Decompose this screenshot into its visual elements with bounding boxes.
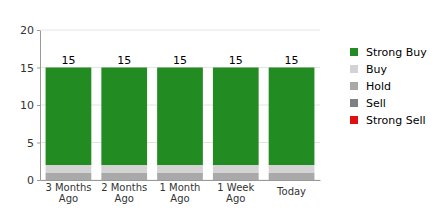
bar-segment: [101, 68, 147, 166]
total-label: 15: [173, 54, 187, 67]
x-tick-label: 1 WeekAgo: [217, 182, 254, 204]
bar-segment: [269, 173, 315, 181]
x-tick: 3 MonthsAgo: [45, 182, 91, 204]
bar-segment: [269, 68, 315, 166]
bar-segment: [101, 173, 147, 181]
bar-segment: [157, 165, 203, 173]
legend-item: Strong Buy: [350, 46, 427, 59]
y-tick-mark: [37, 68, 40, 69]
bar-segment: [157, 68, 203, 166]
x-tick-label: 1 MonthAgo: [160, 182, 201, 204]
x-tick: Today: [276, 186, 306, 197]
total-labels: 15 15 15 15 15: [61, 54, 298, 67]
grid-line: [40, 30, 320, 31]
total-label: 15: [229, 54, 243, 67]
legend-label: Buy: [366, 63, 388, 76]
bars: [46, 68, 315, 181]
y-tick-label: 20: [20, 24, 34, 37]
total-label: 15: [285, 54, 299, 67]
y-axis: 0 5 10 15 20: [20, 24, 41, 187]
bar-segment: [213, 68, 259, 166]
legend-item: Hold: [350, 80, 391, 93]
legend-swatch: [350, 48, 358, 56]
y-tick-label: 0: [27, 174, 34, 187]
legend: Strong Buy Buy Hold Sell Strong Sell: [350, 46, 427, 127]
chart: 15 15 15 15 15 0 5 10 15 20 3 MonthsAgo 2 MonthsAgo…: [0, 0, 440, 220]
series: [46, 68, 315, 166]
x-tick-label: Today: [276, 186, 306, 197]
y-tick-mark: [37, 30, 40, 31]
series: [46, 165, 315, 173]
total-label: 15: [117, 54, 131, 67]
y-tick-label: 15: [20, 62, 34, 75]
legend-swatch: [350, 99, 358, 107]
y-tick: 10: [20, 99, 40, 112]
x-tick-label: 3 MonthsAgo: [45, 182, 91, 204]
legend-label: Strong Buy: [366, 46, 427, 59]
y-tick-mark: [37, 143, 40, 144]
series: [46, 173, 315, 181]
bar-segment: [213, 173, 259, 181]
plot: 15 15 15 15 15 0 5 10 15 20 3 MonthsAgo 2 MonthsAgo…: [20, 24, 321, 204]
bar-segment: [213, 165, 259, 173]
y-tick-label: 5: [27, 137, 34, 150]
bar-segment: [269, 165, 315, 173]
grid: [40, 30, 320, 180]
y-tick-label: 10: [20, 99, 34, 112]
bar-segment: [46, 173, 92, 181]
bar-segment: [157, 173, 203, 181]
legend-label: Hold: [366, 80, 391, 93]
bar-segment: [46, 68, 92, 166]
y-tick: 20: [20, 24, 40, 37]
legend-label: Sell: [366, 97, 386, 110]
x-tick: 1 MonthAgo: [160, 182, 201, 204]
total-label: 15: [61, 54, 75, 67]
legend-label: Strong Sell: [366, 114, 426, 127]
legend-item: Buy: [350, 63, 388, 76]
y-tick-mark: [37, 105, 40, 106]
x-tick: 2 MonthsAgo: [101, 182, 147, 204]
y-tick-mark: [37, 180, 40, 181]
x-axis-line: [41, 180, 321, 181]
y-tick: 5: [27, 137, 40, 150]
bar-segment: [46, 165, 92, 173]
legend-item: Sell: [350, 97, 386, 110]
x-tick-label: 2 MonthsAgo: [101, 182, 147, 204]
legend-swatch: [350, 116, 358, 124]
x-axis: 3 MonthsAgo 2 MonthsAgo 1 MonthAgo 1 WeekAg…: [41, 181, 321, 205]
legend-item: Strong Sell: [350, 114, 426, 127]
bar-segment: [101, 165, 147, 173]
legend-swatch: [350, 65, 358, 73]
y-axis-line: [40, 31, 41, 181]
x-tick: 1 WeekAgo: [217, 182, 254, 204]
y-tick: 0: [27, 174, 40, 187]
legend-swatch: [350, 82, 358, 90]
y-tick: 15: [20, 62, 40, 75]
